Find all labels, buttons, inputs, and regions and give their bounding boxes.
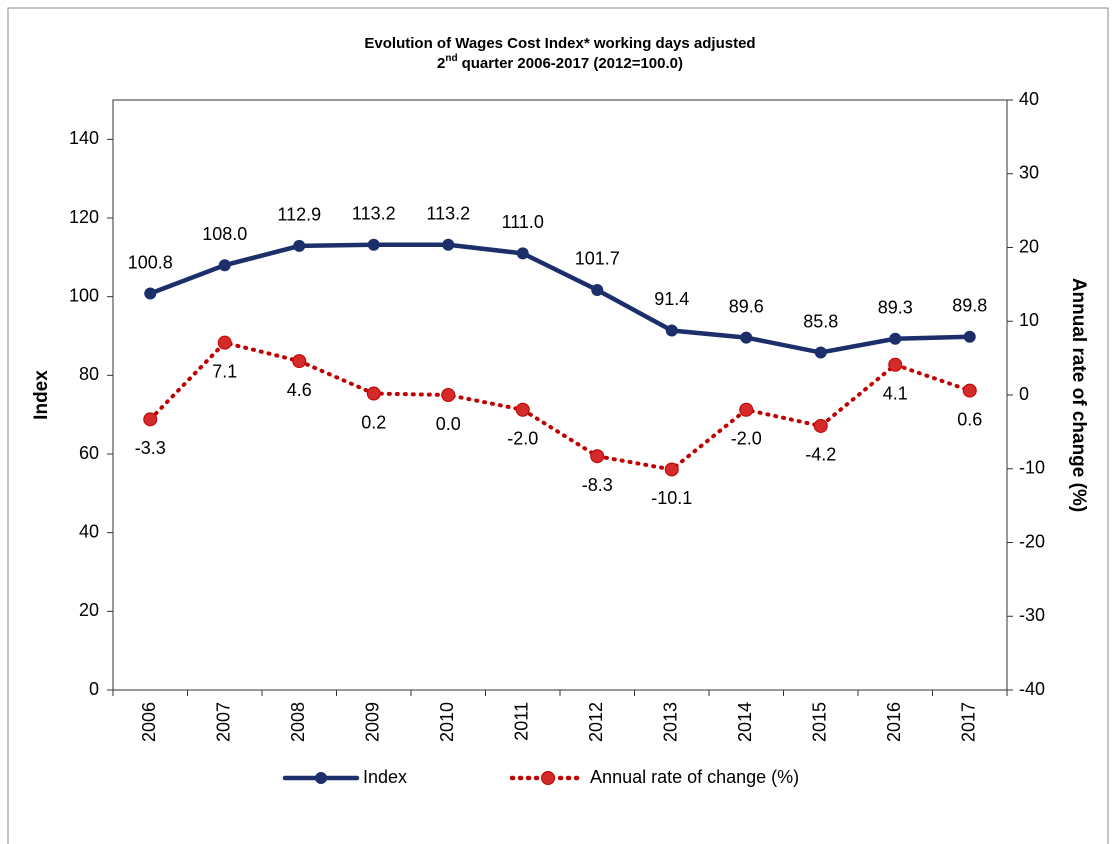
y-tick-label: 100 (69, 285, 99, 305)
data-label: -4.2 (805, 445, 836, 465)
x-tick-label: 2012 (586, 702, 606, 742)
data-point (889, 332, 902, 345)
subtitle-text: quarter 2006-2017 (2012=100.0) (462, 55, 683, 72)
y-tick-label: 20 (79, 600, 99, 620)
x-tick-label: 2008 (288, 702, 308, 742)
x-tick-label: 2016 (884, 702, 904, 742)
data-label: 112.9 (277, 205, 321, 225)
y-tick-label: 120 (69, 207, 99, 227)
x-tick-label: 2009 (363, 702, 383, 742)
data-point (664, 462, 679, 477)
data-label: 113.2 (426, 203, 470, 223)
x-tick-label: 2014 (735, 702, 755, 742)
data-point (813, 418, 828, 433)
data-label: 7.1 (212, 361, 237, 381)
y-tick-label: 60 (79, 443, 99, 463)
y2-tick-label: 0 (1019, 384, 1029, 404)
data-label: 108.0 (202, 224, 247, 244)
data-point (591, 283, 604, 296)
x-tick-label: 2006 (139, 702, 159, 742)
data-label: -10.1 (651, 488, 692, 508)
y2-tick-label: 10 (1019, 310, 1039, 330)
x-tick-label: 2015 (810, 702, 830, 742)
data-label: 4.1 (883, 384, 908, 404)
subtitle-suffix: nd (445, 53, 457, 64)
chart-title: Evolution of Wages Cost Index* working d… (364, 35, 755, 52)
data-point (962, 383, 977, 398)
data-point (217, 335, 232, 350)
data-label: 0.6 (957, 409, 982, 429)
y2-tick-label: 20 (1019, 236, 1039, 256)
data-point (293, 239, 306, 252)
x-tick-label: 2007 (214, 702, 234, 742)
x-tick-label: 2017 (959, 702, 979, 742)
legend-label: Annual rate of change (%) (590, 767, 799, 787)
data-point (516, 247, 529, 260)
data-point (963, 330, 976, 343)
x-tick-label: 2013 (661, 702, 681, 742)
data-point (144, 287, 157, 300)
data-label: 113.2 (352, 203, 396, 223)
data-point (292, 354, 307, 369)
y-tick-label: 0 (89, 679, 99, 699)
series-line (148, 340, 972, 472)
data-label: 100.8 (128, 252, 173, 272)
data-label: 101.7 (575, 249, 620, 269)
legend-marker (541, 771, 556, 785)
data-label: -2.0 (507, 429, 538, 449)
plot-area (112, 99, 1008, 691)
y2-tick-label: 30 (1019, 163, 1039, 183)
x-tick-label: 2010 (437, 702, 457, 742)
data-point (218, 259, 231, 272)
frame (7, 7, 1109, 844)
data-point (441, 388, 456, 402)
y2-tick-label: 40 (1019, 89, 1039, 109)
y-tick-label: 40 (79, 521, 99, 541)
chart-subtitle: 2nd quarter 2006-2017 (2012=100.0) (437, 53, 683, 72)
x-tick-label: 2011 (512, 702, 532, 741)
data-label: 91.4 (654, 289, 689, 309)
y-axis-label: Index (31, 370, 52, 420)
data-label: 4.6 (287, 380, 312, 400)
data-label: 89.8 (952, 296, 987, 316)
series-line (148, 242, 972, 355)
data-label: 0.2 (361, 412, 386, 432)
data-label: 89.3 (878, 298, 913, 318)
y2-tick-label: -10 (1019, 458, 1045, 478)
data-point (590, 449, 605, 464)
subtitle-number: 2 (437, 55, 445, 72)
data-point (366, 386, 381, 401)
y2-axis-label: Annual rate of change (%) (1068, 278, 1089, 512)
data-point (143, 412, 158, 427)
legend-marker (315, 772, 327, 784)
data-label: 89.6 (729, 296, 764, 316)
data-point (888, 357, 903, 372)
legend-label: Index (363, 767, 407, 787)
data-point (739, 402, 754, 417)
data-label: 111.0 (502, 212, 544, 232)
data-label: 85.8 (803, 311, 838, 331)
y-tick-label: 140 (69, 128, 99, 148)
data-label: -2.0 (731, 429, 762, 449)
data-point (665, 324, 678, 337)
data-point (515, 402, 530, 417)
data-point (740, 331, 753, 344)
y2-tick-label: -30 (1019, 605, 1045, 625)
data-point (814, 346, 827, 359)
data-point (367, 238, 380, 251)
data-label: -8.3 (582, 475, 613, 495)
y-tick-label: 80 (79, 364, 99, 384)
y2-tick-label: -40 (1019, 679, 1045, 699)
data-point (442, 238, 455, 251)
y2-tick-label: -20 (1019, 531, 1045, 551)
data-label: -3.3 (135, 438, 166, 458)
data-label: 0.0 (436, 414, 461, 434)
